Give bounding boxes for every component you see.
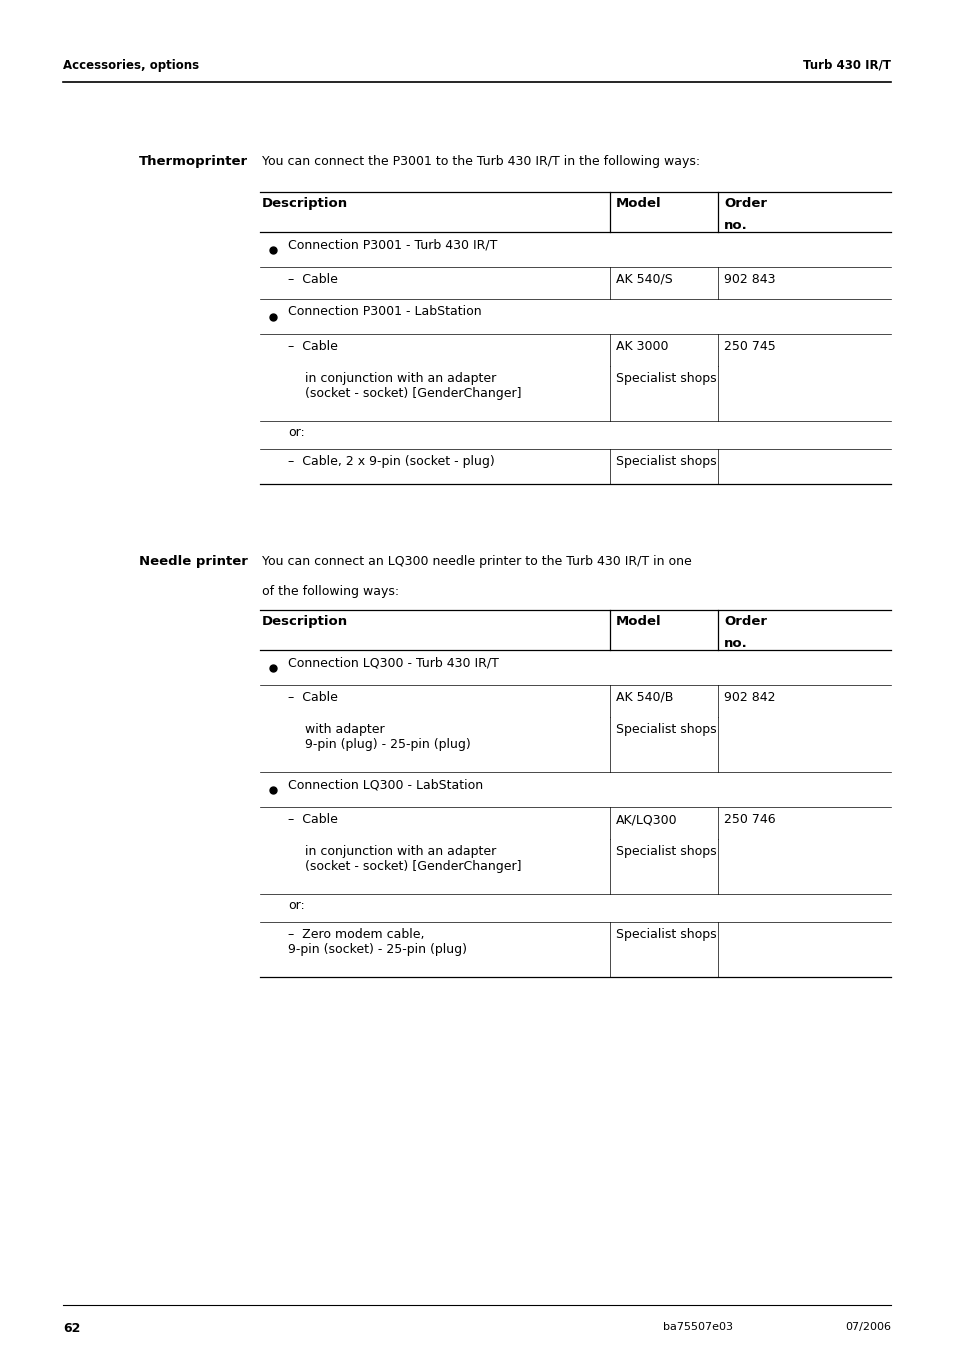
Text: Specialist shops: Specialist shops (616, 928, 716, 942)
Text: Order: Order (723, 197, 766, 209)
Text: Connection LQ300 - LabStation: Connection LQ300 - LabStation (288, 778, 482, 790)
Text: of the following ways:: of the following ways: (262, 585, 398, 598)
Text: Specialist shops: Specialist shops (616, 844, 716, 858)
Text: Order: Order (723, 615, 766, 628)
Text: You can connect an LQ300 needle printer to the Turb 430 IR/T in one: You can connect an LQ300 needle printer … (262, 555, 691, 567)
Text: –  Cable: – Cable (288, 273, 337, 286)
Text: AK 540/S: AK 540/S (616, 273, 672, 286)
Text: Turb 430 IR/T: Turb 430 IR/T (802, 59, 890, 72)
Text: 250 745: 250 745 (723, 340, 775, 353)
Text: ba75507e03: ba75507e03 (662, 1323, 732, 1332)
Text: Accessories, options: Accessories, options (63, 59, 199, 72)
Text: Specialist shops: Specialist shops (616, 723, 716, 736)
Text: AK 540/B: AK 540/B (616, 690, 673, 704)
Text: –  Cable: – Cable (288, 340, 337, 353)
Text: AK 3000: AK 3000 (616, 340, 668, 353)
Text: AK/LQ300: AK/LQ300 (616, 813, 677, 825)
Text: You can connect the P3001 to the Turb 430 IR/T in the following ways:: You can connect the P3001 to the Turb 43… (262, 155, 700, 168)
Text: 902 843: 902 843 (723, 273, 775, 286)
Text: 902 842: 902 842 (723, 690, 775, 704)
Text: –  Zero modem cable,
9-pin (socket) - 25-pin (plug): – Zero modem cable, 9-pin (socket) - 25-… (288, 928, 467, 957)
Text: Connection LQ300 - Turb 430 IR/T: Connection LQ300 - Turb 430 IR/T (288, 657, 498, 669)
Text: Specialist shops: Specialist shops (616, 455, 716, 467)
Text: Thermoprinter: Thermoprinter (139, 155, 248, 168)
Text: Model: Model (616, 197, 661, 209)
Text: 250 746: 250 746 (723, 813, 775, 825)
Text: no.: no. (723, 219, 747, 232)
Text: –  Cable: – Cable (288, 813, 337, 825)
Text: –  Cable: – Cable (288, 690, 337, 704)
Text: with adapter
9-pin (plug) - 25-pin (plug): with adapter 9-pin (plug) - 25-pin (plug… (305, 723, 470, 751)
Text: or:: or: (288, 898, 304, 912)
Text: in conjunction with an adapter
(socket - socket) [GenderChanger]: in conjunction with an adapter (socket -… (305, 844, 521, 873)
Text: no.: no. (723, 638, 747, 650)
Text: 07/2006: 07/2006 (844, 1323, 890, 1332)
Text: or:: or: (288, 426, 304, 439)
Text: Description: Description (262, 615, 348, 628)
Text: –  Cable, 2 x 9-pin (socket - plug): – Cable, 2 x 9-pin (socket - plug) (288, 455, 495, 467)
Text: Model: Model (616, 615, 661, 628)
Text: Connection P3001 - LabStation: Connection P3001 - LabStation (288, 305, 481, 317)
Text: 62: 62 (63, 1323, 80, 1335)
Text: Specialist shops: Specialist shops (616, 372, 716, 385)
Text: Connection P3001 - Turb 430 IR/T: Connection P3001 - Turb 430 IR/T (288, 238, 497, 251)
Text: in conjunction with an adapter
(socket - socket) [GenderChanger]: in conjunction with an adapter (socket -… (305, 372, 521, 400)
Text: Description: Description (262, 197, 348, 209)
Text: Needle printer: Needle printer (139, 555, 248, 567)
